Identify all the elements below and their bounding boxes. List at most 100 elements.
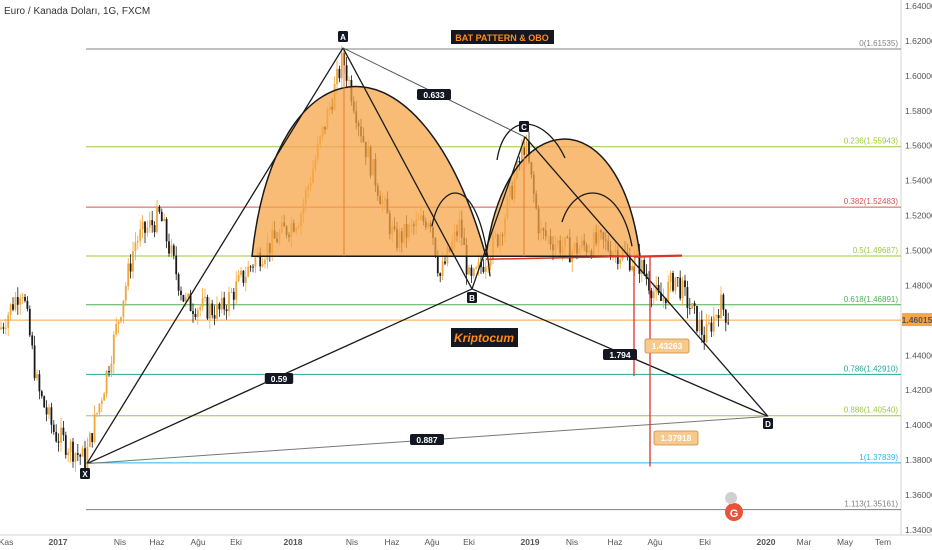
price-tick-label: 1.42000 xyxy=(905,385,932,395)
candle-body xyxy=(477,261,480,268)
candle-body xyxy=(643,260,646,274)
candle-body xyxy=(619,259,622,264)
time-tick-label: Eki xyxy=(230,537,242,547)
annotation-background xyxy=(451,30,554,44)
fibonacci-retracement[interactable]: 0(1.61535) 0.236(1.55943) 0.382(1.52483) 0.… xyxy=(0,39,901,511)
candle-body xyxy=(28,308,31,336)
candle-body xyxy=(69,441,72,453)
time-tick-label: Ağu xyxy=(424,537,439,547)
fib-level-label: 1(1.37839) xyxy=(859,453,898,462)
left-dome-fill xyxy=(251,85,487,258)
candle-body xyxy=(482,266,485,272)
candle-body xyxy=(244,276,247,283)
candle-body xyxy=(122,300,125,318)
candle-body xyxy=(192,311,194,315)
watermark-text: Kriptocum xyxy=(454,331,514,345)
candle-body xyxy=(230,291,233,293)
price-tick-label: 1.44000 xyxy=(905,350,932,360)
candle-body xyxy=(33,345,36,379)
candle-body xyxy=(36,374,38,379)
candle-body xyxy=(88,433,91,447)
candle-body xyxy=(345,65,348,81)
candle-body xyxy=(48,407,50,415)
time-tick-label: Nis xyxy=(114,537,126,547)
fib-level-label: 0.382(1.52483) xyxy=(844,197,899,206)
annotation-text: BAT PATTERN & OBO xyxy=(455,33,549,43)
time-tick-label: 2017 xyxy=(49,537,68,547)
price-tick-label: 1.50000 xyxy=(905,246,932,256)
watermark-background xyxy=(451,328,518,347)
price-tick-label: 1.62000 xyxy=(905,36,932,46)
candle-body xyxy=(172,245,175,256)
candle-body xyxy=(669,273,672,282)
last-price-tag-bg xyxy=(902,313,932,327)
candle-body xyxy=(120,317,122,322)
point-label-a: A xyxy=(340,33,346,42)
logo-glyph: G xyxy=(730,508,739,520)
right-arc xyxy=(561,192,633,247)
price-axis[interactable]: 1.64000 1.62000 1.60000 1.58000 1.56000 1.540… xyxy=(902,1,932,535)
candle-body xyxy=(681,280,684,299)
candle-body xyxy=(487,265,490,267)
price-tick-label: 1.48000 xyxy=(905,280,932,290)
candle-body xyxy=(26,300,29,309)
candle-body xyxy=(249,266,252,268)
candle-body xyxy=(686,287,689,309)
candle-body xyxy=(240,270,242,275)
neckline xyxy=(485,254,683,261)
candle-body xyxy=(31,335,34,346)
candle-body xyxy=(727,322,730,324)
candle-body xyxy=(633,255,636,266)
candle-body xyxy=(57,441,60,443)
fib-level-label: 0.618(1.46891) xyxy=(844,295,899,304)
pattern-drawings[interactable]: X A B C D 0.633 0.59 0.887 1.794 1.43263 1.37918 xyxy=(80,31,773,479)
logo-top-circle xyxy=(725,492,737,504)
candle-body xyxy=(24,296,26,301)
price-tick-label: 1.64000 xyxy=(905,1,932,11)
candle-body xyxy=(112,334,115,364)
leg-ab xyxy=(342,47,473,290)
pattern-annotation[interactable]: BAT PATTERN & OBO xyxy=(451,30,554,44)
candle-body xyxy=(43,396,46,408)
candle-body xyxy=(14,297,17,310)
candle-body xyxy=(201,297,204,307)
candle-body xyxy=(81,448,84,457)
candle-body xyxy=(153,225,156,233)
time-tick-label: Haz xyxy=(607,537,622,547)
candle-body xyxy=(206,296,209,319)
price-tick-label: 1.34000 xyxy=(905,525,932,535)
time-tick-label: Tem xyxy=(875,537,891,547)
candle-body xyxy=(705,323,708,343)
candle-body xyxy=(225,309,228,311)
candle-body xyxy=(216,303,218,319)
target-label-bg xyxy=(653,430,699,446)
candle-body xyxy=(160,211,163,222)
candle-body xyxy=(242,270,245,283)
price-tick-label: 1.56000 xyxy=(905,141,932,151)
candle-body xyxy=(688,308,691,309)
candle-body xyxy=(100,400,103,404)
shoulder-arc xyxy=(431,192,491,277)
candle-body xyxy=(676,277,679,279)
candle-body xyxy=(700,319,703,335)
candle-body xyxy=(696,305,698,332)
candle-body xyxy=(50,407,53,425)
candle-body xyxy=(93,414,96,443)
point-label-bg xyxy=(338,31,348,42)
candle-body xyxy=(158,206,161,212)
point-label-d: D xyxy=(765,420,771,429)
time-tick-label: 2019 xyxy=(521,537,540,547)
candle-body xyxy=(9,304,12,315)
candle-body xyxy=(144,221,146,233)
candle-body xyxy=(436,256,439,274)
chart-title: Euro / Kanada Doları, 1G, FXCM xyxy=(4,6,150,17)
fib-level-label: 1.113(1.35161) xyxy=(844,500,898,509)
time-axis[interactable]: Kas 2017 Nis Haz Ağu Eki 2018 Nis Haz Ağu Eki 2019 N… xyxy=(0,537,891,547)
candle-body xyxy=(247,266,250,277)
candle-body xyxy=(184,297,187,302)
candle-body xyxy=(156,206,158,233)
candle-body xyxy=(141,221,144,230)
candle-body xyxy=(631,265,634,271)
